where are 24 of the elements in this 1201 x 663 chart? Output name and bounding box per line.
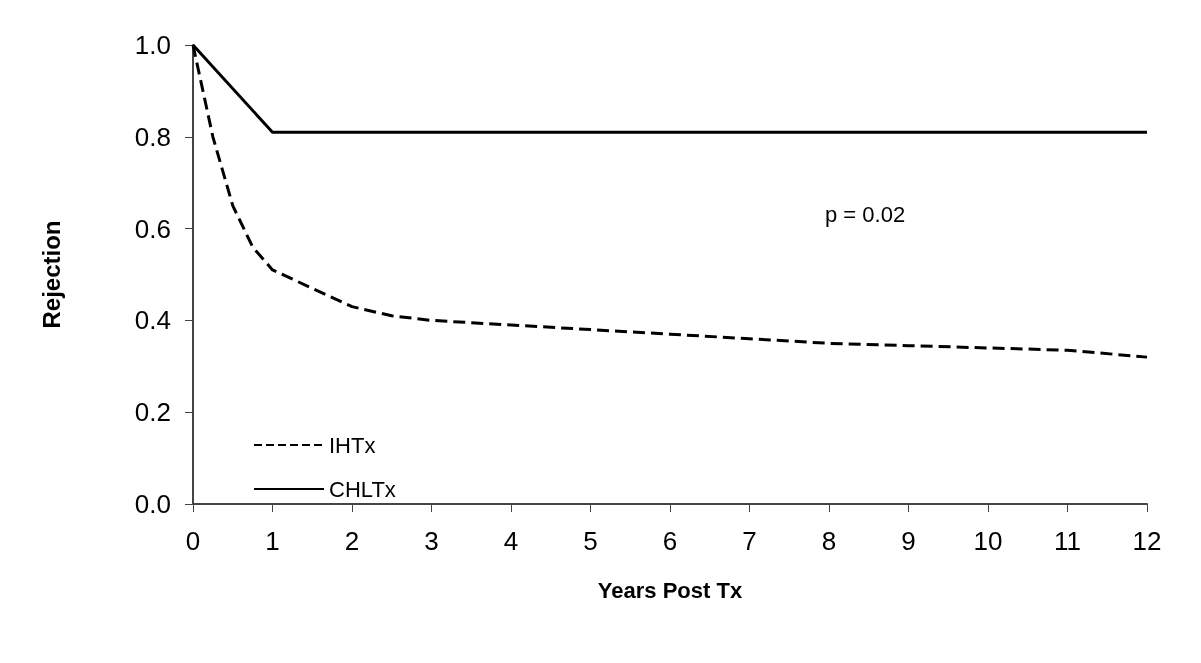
y-tick-label: 0.0: [134, 489, 171, 519]
x-tick-label: 0: [185, 526, 201, 556]
x-tick-label: 9: [901, 526, 916, 556]
y-tick-label: 0.6: [134, 213, 171, 244]
x-tick-label: 10: [973, 526, 1003, 556]
y-tick-label: 0.4: [134, 305, 171, 336]
legend-label: CHLTx: [329, 476, 396, 502]
y-tick-label: 0.2: [134, 397, 171, 428]
y-axis-title: Rejection: [37, 220, 65, 329]
x-tick-label: 2: [344, 526, 360, 556]
x-tick-label: 5: [583, 526, 598, 556]
x-tick-label: 11: [1054, 526, 1081, 556]
x-tick-label: 8: [821, 526, 837, 556]
x-tick-label: 6: [662, 526, 678, 556]
x-axis-title: Years Post Tx: [597, 577, 743, 603]
annotation: p = 0.02: [825, 201, 906, 227]
y-tick-label: 1.0: [134, 30, 171, 60]
x-tick-label: 1: [265, 526, 280, 556]
y-tick-label: 0.8: [134, 121, 171, 152]
x-tick-label: 12: [1132, 526, 1162, 556]
x-tick-label: 3: [424, 526, 439, 556]
x-tick-label: 4: [503, 526, 519, 556]
x-tick-label: 7: [742, 526, 757, 556]
legend-label: IHTx: [329, 432, 376, 458]
